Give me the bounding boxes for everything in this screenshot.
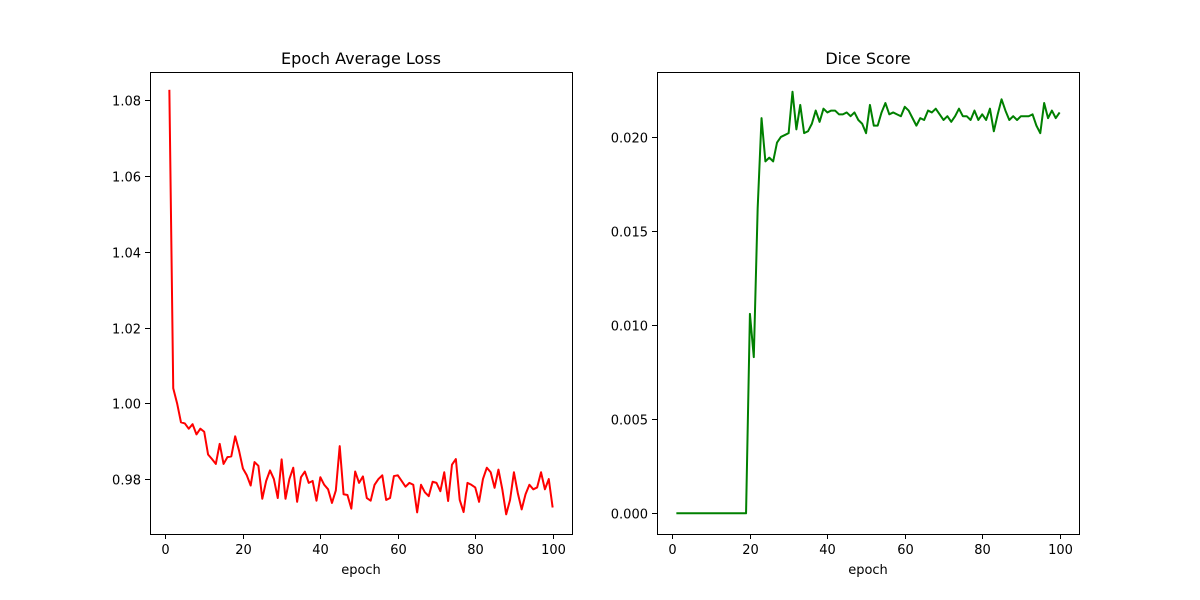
loss-chart-y-tick-label: 1.00 bbox=[112, 398, 141, 413]
loss-chart-x-tick-label: 80 bbox=[467, 543, 484, 558]
loss-chart-y-tick-label: 1.08 bbox=[112, 95, 141, 110]
loss-chart-x-tick-label: 20 bbox=[235, 543, 252, 558]
dice-chart-x-tick-label: 0 bbox=[668, 543, 676, 558]
dice-chart-y-ticks: 0.000 0.005 0.010 0.015 0.020 bbox=[611, 132, 657, 523]
dice-chart-x-tick-label: 60 bbox=[897, 543, 914, 558]
loss-chart-title: Epoch Average Loss bbox=[281, 49, 441, 68]
loss-chart-panel: Epoch Average Loss 0 20 40 60 80 100 0.98 1.00… bbox=[112, 49, 573, 578]
dice-chart-y-tick-label: 0.000 bbox=[611, 508, 648, 523]
loss-chart-y-tick-label: 0.98 bbox=[112, 474, 141, 489]
loss-chart-x-axis-label: epoch bbox=[341, 563, 381, 578]
dice-chart-y-tick-label: 0.020 bbox=[611, 132, 648, 147]
dice-chart-y-tick-label: 0.005 bbox=[611, 414, 648, 429]
loss-chart-x-tick-label: 0 bbox=[161, 543, 169, 558]
dice-chart-x-tick-label: 80 bbox=[974, 543, 991, 558]
loss-chart-marks bbox=[168, 89, 554, 516]
dice-chart-x-axis-label: epoch bbox=[848, 563, 888, 578]
loss-chart-series-line-0 bbox=[168, 89, 554, 516]
dice-chart-title: Dice Score bbox=[825, 49, 910, 68]
dice-chart-x-tick-label: 40 bbox=[819, 543, 836, 558]
loss-chart-x-ticks: 0 20 40 60 80 100 bbox=[161, 534, 566, 558]
dice-chart-x-tick-label: 20 bbox=[742, 543, 759, 558]
loss-chart-y-tick-label: 1.04 bbox=[112, 247, 141, 262]
dice-chart-frame bbox=[657, 72, 1080, 535]
loss-chart-y-ticks: 0.98 1.00 1.02 1.04 1.06 1.08 bbox=[112, 95, 150, 489]
loss-chart-x-tick-label: 40 bbox=[312, 543, 329, 558]
loss-chart-x-tick-label: 100 bbox=[541, 543, 566, 558]
loss-chart-y-tick-label: 1.02 bbox=[112, 323, 141, 338]
loss-chart-y-tick-label: 1.06 bbox=[112, 171, 141, 186]
dice-chart-series-line-0 bbox=[676, 90, 1061, 515]
loss-chart-x-tick-label: 60 bbox=[390, 543, 407, 558]
dice-chart-y-tick-label: 0.015 bbox=[611, 226, 648, 241]
dice-chart-y-tick-label: 0.010 bbox=[611, 320, 648, 335]
dice-chart-x-ticks: 0 20 40 60 80 100 bbox=[668, 534, 1073, 558]
dice-chart-marks bbox=[676, 90, 1061, 515]
loss-chart-frame bbox=[150, 72, 573, 535]
dice-chart-x-tick-label: 100 bbox=[1048, 543, 1073, 558]
dice-chart-panel: Dice Score 0 20 40 60 80 100 0.0000.0050.0100… bbox=[611, 49, 1080, 578]
